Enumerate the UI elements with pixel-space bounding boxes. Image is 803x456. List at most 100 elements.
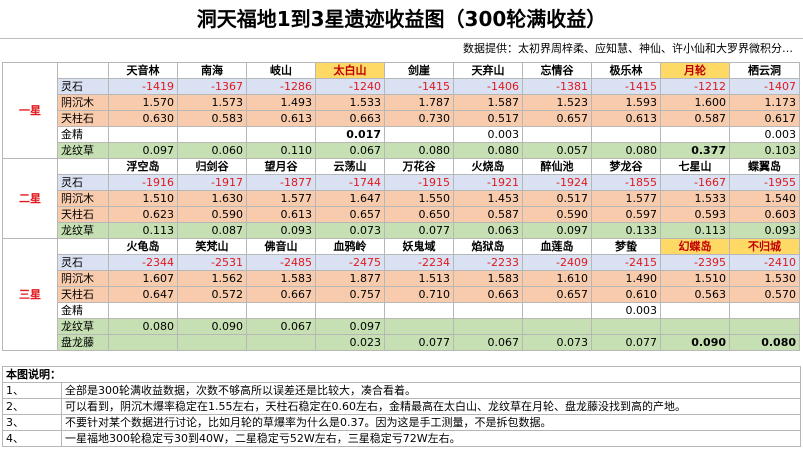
note-text: 一星福地300轮稳定亏30到40W，二星稳定亏52W左右，三星稳定亏72W左右。: [65, 432, 461, 445]
location-header: 梦龙谷: [591, 158, 661, 175]
value-cell: 0.103: [729, 142, 800, 159]
value-cell: -1212: [660, 78, 730, 95]
note-text: 不要针对某个数据进行讨论，比如月轮的草爆率为什么是0.37。因为这是手工测量，不…: [65, 416, 552, 429]
resource-label: 阴沉木: [57, 190, 109, 207]
value-cell: 0.603: [729, 206, 800, 223]
value-cell: [591, 126, 661, 143]
value-cell: -1667: [660, 174, 730, 191]
location-header: 归剑谷: [177, 158, 247, 175]
value-cell: -2395: [660, 254, 730, 271]
value-cell: 0.067: [315, 142, 385, 159]
tier-label: 三星: [2, 238, 58, 351]
location-header: 妖鬼域: [384, 238, 454, 255]
note-row: 1、 全部是300轮满收益数据，次数不够高所以误差还是比较大，凑合看着。: [2, 382, 801, 398]
value-cell: 0.073: [315, 222, 385, 239]
location-header: 月轮: [660, 62, 730, 79]
location-header: 七星山: [660, 158, 730, 175]
value-cell: 1.583: [453, 270, 523, 287]
value-cell: 0.663: [315, 110, 385, 127]
value-cell: 0.517: [453, 110, 523, 127]
value-cell: 0.113: [660, 222, 730, 239]
value-cell: 0.003: [453, 126, 523, 143]
value-cell: 0.067: [246, 318, 316, 335]
value-cell: [246, 302, 316, 319]
value-cell: 0.570: [729, 286, 800, 303]
note-row: 4、 一星福地300轮稳定亏30到40W，二星稳定亏52W左右，三星稳定亏72W左…: [2, 430, 801, 447]
value-cell: 1.173: [729, 94, 800, 111]
value-cell: 1.510: [660, 270, 730, 287]
value-cell: [384, 318, 454, 335]
value-cell: 0.657: [522, 286, 592, 303]
location-header: 天弃山: [453, 62, 523, 79]
value-cell: 0.757: [315, 286, 385, 303]
value-cell: 0.583: [177, 110, 247, 127]
value-cell: 1.573: [177, 94, 247, 111]
location-header: 火龟岛: [108, 238, 178, 255]
note-text: 全部是300轮满收益数据，次数不够高所以误差还是比较大，凑合看着。: [65, 384, 416, 397]
resource-row-yinchen: 阴沉木 1.510 1.630 1.577 1.647 1.550 1.453 0.517 1.…: [3, 190, 800, 207]
tier-label: 一星: [2, 62, 58, 159]
value-cell: 0.080: [453, 142, 523, 159]
value-cell: 0.093: [246, 222, 316, 239]
value-cell: 0.517: [522, 190, 592, 207]
value-cell: 0.110: [246, 142, 316, 159]
value-cell: [660, 318, 730, 335]
tier-label: 二星: [2, 158, 58, 239]
value-cell: -2410: [729, 254, 800, 271]
resource-row-yinchen: 阴沉木 1.607 1.562 1.583 1.877 1.513 1.583 1.610 1.…: [3, 270, 800, 287]
value-cell: 0.710: [384, 286, 454, 303]
value-cell: 0.657: [522, 110, 592, 127]
value-cell: [384, 126, 454, 143]
value-cell: 0.080: [108, 318, 178, 335]
value-cell: 1.607: [108, 270, 178, 287]
resource-row-longwen: 龙纹草 0.113 0.087 0.093 0.073 0.077 0.063 0.097 0.…: [3, 222, 800, 239]
resource-row-yinchen: 阴沉木 1.570 1.573 1.493 1.533 1.787 1.587 1.523 1.…: [3, 94, 800, 111]
value-cell: -1407: [729, 78, 800, 95]
value-cell: 0.003: [591, 302, 661, 319]
value-cell: -2234: [384, 254, 454, 271]
value-cell: -1744: [315, 174, 385, 191]
value-cell: 0.630: [108, 110, 178, 127]
resource-row-tianzhu: 天柱石 0.647 0.572 0.667 0.757 0.710 0.663 0.657 0.…: [3, 286, 800, 303]
location-header: 云荡山: [315, 158, 385, 175]
value-cell: 1.647: [315, 190, 385, 207]
value-cell: 1.570: [108, 94, 178, 111]
value-cell: [522, 318, 592, 335]
value-cell: 0.060: [177, 142, 247, 159]
value-cell: 0.090: [177, 318, 247, 335]
value-cell: 0.613: [246, 206, 316, 223]
value-cell: 1.593: [591, 94, 661, 111]
value-cell: -1917: [177, 174, 247, 191]
resource-label: 天柱石: [57, 206, 109, 223]
value-cell: -1286: [246, 78, 316, 95]
location-header: 忘情谷: [522, 62, 592, 79]
notes-section: 本图说明： 1、 全部是300轮满收益数据，次数不够高所以误差还是比较大，凑合看着…: [2, 366, 801, 447]
value-cell: 0.097: [108, 142, 178, 159]
value-cell: 1.877: [315, 270, 385, 287]
value-cell: [315, 302, 385, 319]
value-cell: 1.787: [384, 94, 454, 111]
value-cell: [729, 302, 800, 319]
value-cell: [108, 126, 178, 143]
value-cell: -1419: [108, 78, 178, 95]
value-cell: 1.540: [729, 190, 800, 207]
value-cell: 1.533: [660, 190, 730, 207]
tier-header-row: 二星 浮空岛 归剑谷 望月谷 云荡山 万花谷 火烧岛 醉仙池 梦龙谷 七星山 蝶翼岛: [2, 158, 800, 239]
resource-label: 灵石: [57, 174, 109, 191]
value-cell: -1916: [108, 174, 178, 191]
notes-title: 本图说明：: [2, 366, 801, 382]
value-cell: 0.077: [591, 334, 661, 351]
resource-row-panlong: 盘龙藤 0.023 0.077 0.067 0.073 0.077 0.090 0.080: [3, 334, 800, 351]
value-cell: -2344: [108, 254, 178, 271]
value-cell: 0.657: [315, 206, 385, 223]
page-title: 洞天福地1到3星遗迹收益图（300轮满收益）: [0, 0, 803, 39]
resource-label: 天柱石: [57, 110, 109, 127]
note-index: 1、: [3, 383, 62, 398]
resource-row-longwen: 龙纹草 0.097 0.060 0.110 0.067 0.080 0.080 0.057 0.…: [3, 142, 800, 159]
value-cell: 0.587: [660, 110, 730, 127]
resource-row-jinjing: 金精 0.017 0.003 0.003: [3, 126, 800, 143]
value-cell: -2485: [246, 254, 316, 271]
value-cell: [660, 302, 730, 319]
value-cell: 1.630: [177, 190, 247, 207]
